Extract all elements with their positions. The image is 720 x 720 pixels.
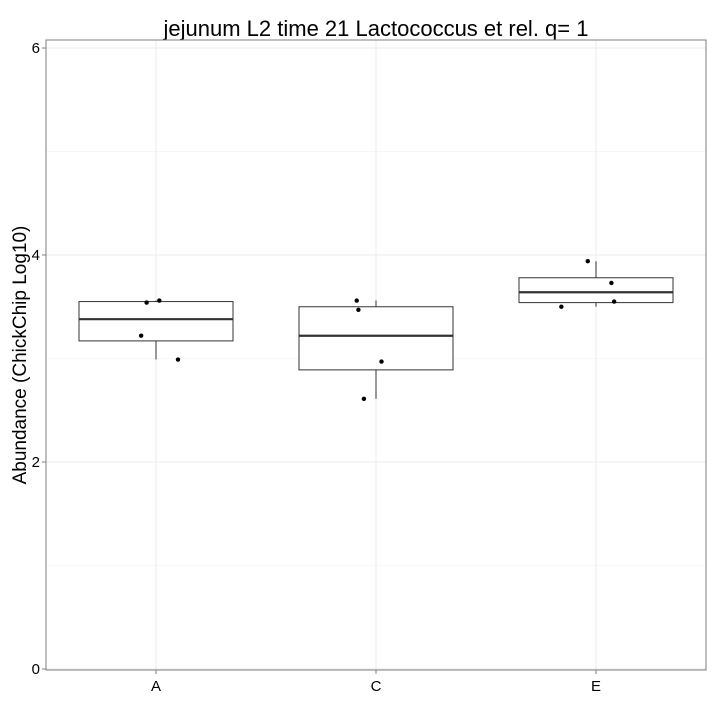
point-E xyxy=(585,259,590,264)
point-A xyxy=(144,300,149,305)
point-E xyxy=(611,299,617,304)
y-tick-label: 0 xyxy=(32,661,40,678)
box-A xyxy=(78,301,234,342)
x-tick-label: E xyxy=(591,678,601,695)
chart-title: jejunum L2 time 21 Lactococcus et rel. q… xyxy=(163,16,589,41)
point-C xyxy=(379,359,384,364)
x-tick-label: A xyxy=(151,678,161,695)
point-C xyxy=(354,298,359,303)
box-E xyxy=(518,277,674,304)
point-A xyxy=(157,298,162,303)
point-A xyxy=(175,357,181,362)
data-points xyxy=(138,259,617,402)
point-E xyxy=(609,280,614,286)
box-C xyxy=(298,306,454,371)
axes: 0 2 4 6 A C E xyxy=(32,40,601,695)
point-E xyxy=(559,304,564,309)
y-tick-label: 2 xyxy=(32,454,40,471)
y-tick-label: 4 xyxy=(32,247,40,264)
y-tick-label: 6 xyxy=(32,40,40,57)
y-axis-label: Abundance (ChickChip Log10) xyxy=(10,226,31,485)
x-tick-label: C xyxy=(371,678,382,695)
point-C xyxy=(356,307,361,313)
point-A xyxy=(138,333,144,338)
point-C xyxy=(361,396,367,402)
boxes xyxy=(78,261,674,399)
